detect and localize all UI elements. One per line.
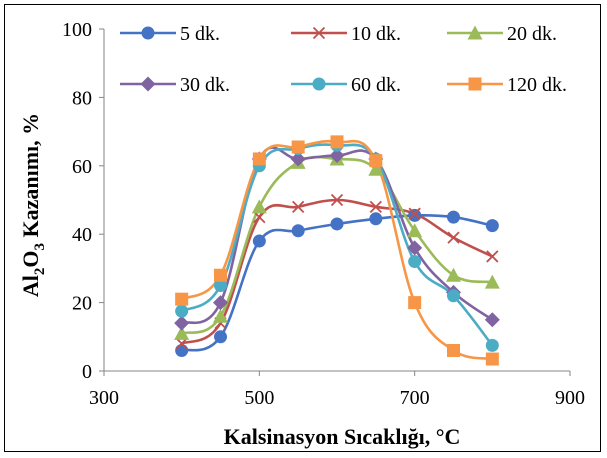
legend-label: 60 dk. — [351, 74, 401, 96]
legend-label: 10 dk. — [351, 23, 401, 45]
legend: 5 dk. 10 dk. 20 dk. 30 dk. 60 dk. 120 dk. — [120, 23, 567, 96]
x-tick-label: 300 — [89, 387, 119, 409]
data-point-series-3 — [329, 148, 345, 164]
data-point-series-2 — [251, 199, 267, 214]
x-tick-label: 700 — [400, 387, 430, 409]
data-point-series-5 — [408, 296, 422, 310]
series-markers — [174, 135, 500, 366]
data-point-series-4 — [214, 279, 227, 292]
data-point-series-0 — [330, 217, 344, 231]
data-point-series-5 — [214, 268, 227, 282]
y-tick-label: 20 — [72, 293, 92, 315]
data-point-series-1 — [408, 207, 421, 220]
data-point-series-2 — [174, 325, 190, 340]
legend-marker — [141, 26, 155, 40]
legend-marker — [467, 25, 483, 40]
data-point-series-2 — [213, 308, 228, 323]
series-line-5 — [180, 139, 493, 361]
data-point-series-0 — [408, 208, 422, 222]
data-point-series-2 — [484, 274, 500, 289]
chart-frame: 0 20 40 60 80 100 300 500 700 900 5 dk. 10 dk. 20 d… — [4, 4, 601, 452]
legend-label: 5 dk. — [180, 23, 220, 45]
data-point-series-4 — [408, 255, 422, 269]
legend-label: 120 dk. — [507, 74, 567, 96]
y-axis-title-part: O — [18, 251, 43, 268]
series-line-1 — [181, 198, 493, 345]
y-axis-title-part: Kazanımı, % — [18, 113, 43, 243]
data-point-series-5 — [175, 292, 189, 306]
data-point-series-1 — [369, 200, 382, 213]
y-tick-label: 100 — [62, 19, 92, 41]
data-point-series-4 — [447, 289, 460, 303]
legend-item: 5 dk. — [120, 23, 220, 45]
y-axis-title-subscript: 3 — [32, 243, 48, 251]
y-tick-label: 80 — [72, 87, 92, 109]
x-tick-label: 900 — [555, 387, 585, 409]
data-point-series-2 — [446, 267, 461, 282]
data-point-series-1 — [253, 210, 266, 224]
data-point-series-4 — [175, 304, 189, 318]
series-line-4 — [180, 143, 494, 347]
data-point-series-5 — [485, 352, 499, 366]
data-point-series-0 — [485, 219, 499, 233]
legend-marker — [140, 76, 156, 92]
data-point-series-3 — [407, 240, 423, 256]
data-point-series-1 — [292, 200, 305, 213]
data-point-series-5 — [369, 154, 383, 168]
legend-marker — [468, 77, 482, 91]
data-point-series-0 — [291, 224, 305, 238]
data-point-series-5 — [252, 152, 266, 166]
data-point-series-3 — [213, 295, 228, 311]
y-axis-title: Al2O3 Kazanımı, % — [18, 113, 48, 297]
data-point-series-4 — [485, 338, 499, 352]
y-axis-title-part: Al — [18, 275, 43, 297]
data-point-series-0 — [214, 330, 227, 344]
data-point-series-1 — [486, 250, 499, 263]
data-point-series-1 — [447, 231, 460, 244]
data-point-series-0 — [369, 212, 383, 226]
y-tick-label: 60 — [72, 156, 92, 178]
legend-item: 120 dk. — [447, 74, 567, 96]
legend-marker — [312, 77, 326, 91]
legend-label: 30 dk. — [180, 74, 230, 96]
series-lines — [180, 139, 494, 361]
data-point-series-5 — [291, 140, 305, 154]
data-point-series-2 — [368, 161, 384, 176]
x-tick-label: 500 — [244, 387, 274, 409]
x-axis-title: Kalsinasyon Sıcaklığı, °C — [224, 424, 461, 449]
data-point-series-3 — [290, 151, 306, 167]
data-point-series-5 — [330, 135, 344, 149]
legend-item: 20 dk. — [447, 23, 557, 45]
legend-marker — [312, 26, 326, 40]
data-point-series-0 — [252, 234, 266, 248]
y-tick-label: 0 — [82, 361, 92, 383]
chart-svg: 0 20 40 60 80 100 300 500 700 900 5 dk. 10 dk. 20 d… — [18, 19, 585, 449]
legend-label: 20 dk. — [507, 23, 557, 45]
legend-item: 60 dk. — [291, 74, 401, 96]
data-point-series-3 — [484, 312, 500, 328]
data-point-series-0 — [447, 210, 460, 224]
data-point-series-1 — [175, 337, 188, 350]
axes: 0 20 40 60 80 100 300 500 700 900 — [62, 19, 585, 409]
data-point-series-0 — [175, 343, 189, 357]
legend-item: 10 dk. — [291, 23, 401, 45]
data-point-series-2 — [407, 223, 423, 238]
data-point-series-1 — [330, 193, 344, 207]
y-axis-title-subscript: 2 — [32, 268, 48, 276]
data-point-series-5 — [447, 343, 460, 357]
data-point-series-3 — [174, 315, 190, 331]
legend-item: 30 dk. — [120, 74, 230, 96]
y-tick-label: 40 — [72, 224, 92, 246]
